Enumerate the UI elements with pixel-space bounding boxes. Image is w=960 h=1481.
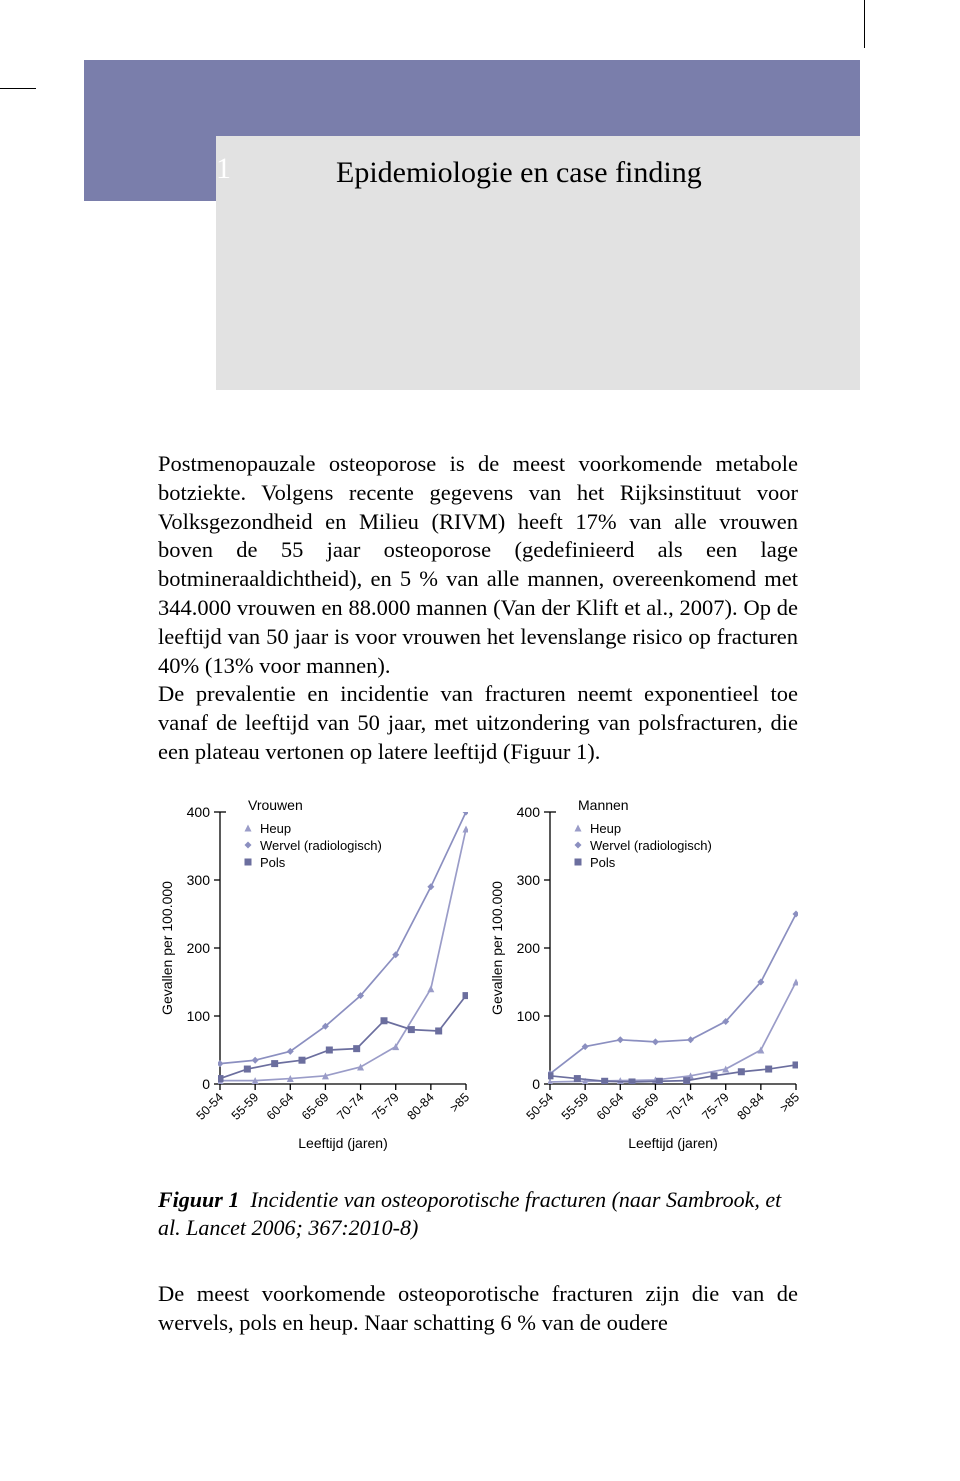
svg-text:Pols: Pols bbox=[260, 855, 286, 870]
figure-1: Gevallen per 100.000010020030040050-5455… bbox=[158, 794, 808, 1154]
body-paragraph-1: Postmenopauzale osteoporose is de meest … bbox=[158, 450, 798, 767]
svg-text:Vrouwen: Vrouwen bbox=[248, 797, 303, 813]
svg-text:Heup: Heup bbox=[590, 821, 621, 836]
svg-text:Gevallen per 100.000: Gevallen per 100.000 bbox=[489, 881, 505, 1015]
svg-text:50-54: 50-54 bbox=[194, 1090, 227, 1123]
svg-text:55-59: 55-59 bbox=[559, 1090, 592, 1123]
chapter-header: 1 Epidemiologie en case finding bbox=[84, 60, 900, 390]
chapter-number: 1 bbox=[216, 152, 231, 186]
header-band bbox=[84, 60, 860, 136]
svg-text:50-54: 50-54 bbox=[524, 1090, 557, 1123]
chart-panel-men: Gevallen per 100.000 0 100 200 300 400 50-5455… bbox=[488, 794, 808, 1154]
svg-text:100: 100 bbox=[187, 1008, 211, 1024]
svg-text:Wervel (radiologisch): Wervel (radiologisch) bbox=[590, 838, 712, 853]
svg-text:Leeftijd (jaren): Leeftijd (jaren) bbox=[628, 1135, 718, 1151]
svg-text:200: 200 bbox=[187, 940, 211, 956]
svg-text:Pols: Pols bbox=[590, 855, 616, 870]
svg-text:60-64: 60-64 bbox=[594, 1090, 627, 1123]
svg-text:70-74: 70-74 bbox=[334, 1090, 367, 1123]
svg-text:55-59: 55-59 bbox=[229, 1090, 262, 1123]
chapter-title: Epidemiologie en case finding bbox=[336, 156, 702, 190]
header-left-block bbox=[84, 136, 216, 201]
svg-text:300: 300 bbox=[517, 872, 541, 888]
crop-mark bbox=[864, 0, 865, 48]
svg-text:Gevallen per 100.000: Gevallen per 100.000 bbox=[159, 881, 175, 1015]
svg-text:80-84: 80-84 bbox=[404, 1090, 437, 1123]
chart-panel-women: Gevallen per 100.000 0 100 200 300 400 50-5455… bbox=[158, 794, 478, 1154]
caption-label: Figuur 1 bbox=[158, 1187, 239, 1212]
svg-text:65-69: 65-69 bbox=[629, 1090, 662, 1123]
svg-text:75-79: 75-79 bbox=[699, 1090, 732, 1123]
svg-text:80-84: 80-84 bbox=[734, 1090, 767, 1123]
svg-text:Leeftijd (jaren): Leeftijd (jaren) bbox=[298, 1135, 388, 1151]
svg-text:0: 0 bbox=[202, 1076, 210, 1092]
svg-text:200: 200 bbox=[517, 940, 541, 956]
figure-caption: Figuur 1 Incidentie van osteoporotische … bbox=[158, 1186, 798, 1242]
svg-text:65-69: 65-69 bbox=[299, 1090, 332, 1123]
svg-text:100: 100 bbox=[517, 1008, 541, 1024]
svg-text:0: 0 bbox=[532, 1076, 540, 1092]
body-paragraph-2: De meest voorkomende osteoporotische fra… bbox=[158, 1280, 798, 1338]
crop-mark bbox=[0, 88, 36, 89]
svg-text:400: 400 bbox=[187, 804, 211, 820]
svg-text:Heup: Heup bbox=[260, 821, 291, 836]
svg-text:400: 400 bbox=[517, 804, 541, 820]
caption-text: Incidentie van osteoporotische fracturen… bbox=[158, 1187, 781, 1240]
svg-text:>85: >85 bbox=[777, 1090, 802, 1115]
svg-text:300: 300 bbox=[187, 872, 211, 888]
page: 1 Epidemiologie en case finding Postmeno… bbox=[0, 0, 960, 1481]
svg-text:70-74: 70-74 bbox=[664, 1090, 697, 1123]
svg-text:>85: >85 bbox=[447, 1090, 472, 1115]
svg-text:75-79: 75-79 bbox=[369, 1090, 402, 1123]
svg-text:Wervel (radiologisch): Wervel (radiologisch) bbox=[260, 838, 382, 853]
svg-text:Mannen: Mannen bbox=[578, 797, 629, 813]
svg-text:60-64: 60-64 bbox=[264, 1090, 297, 1123]
